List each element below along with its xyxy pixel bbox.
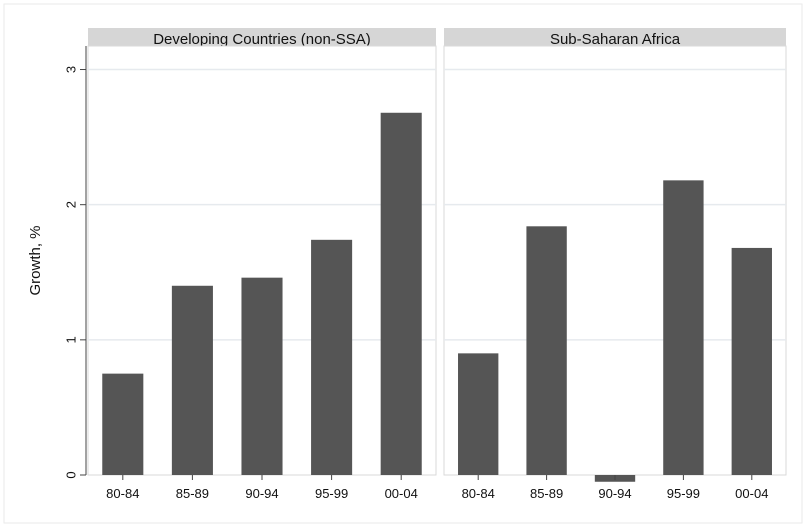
y-axis: 0 1 2 3 Growth, % — [27, 46, 87, 479]
x-tick-label-2-80-84: 80-84 — [462, 486, 495, 501]
bar-panel2-80-84 — [458, 353, 499, 475]
panel-strip-1 — [88, 28, 436, 50]
x-tick-label-1-80-84: 80-84 — [106, 486, 139, 501]
panel-strip-2 — [444, 28, 786, 50]
bar-panel1-85-89 — [171, 285, 213, 475]
panels-layer: Developing Countries (non-SSA) 80-84 85-89… — [3, 3, 803, 524]
y-tick-label-2: 2 — [63, 201, 78, 208]
x-tick-label-2-90-94: 90-94 — [598, 486, 631, 501]
bar-panel2-00-04 — [731, 247, 772, 475]
y-tick-label-0: 0 — [63, 471, 78, 478]
x-tick-label-2-85-89: 85-89 — [530, 486, 563, 501]
bar-panel2-95-99 — [663, 180, 704, 475]
y-axis-label: Growth, % — [27, 225, 44, 295]
panel-plot-area-2 — [443, 45, 787, 476]
panel-title-1: Developing Countries (non-SSA) — [153, 31, 371, 48]
x-tick-label-2-00-04: 00-04 — [735, 486, 768, 501]
bar-panel1-90-94 — [241, 277, 283, 475]
x-tick-label-1-00-04: 00-04 — [385, 486, 418, 501]
x-tick-label-1-90-94: 90-94 — [245, 486, 278, 501]
chart-frame — [3, 3, 803, 524]
x-tick-label-1-85-89: 85-89 — [176, 486, 209, 501]
y-tick-label-1: 1 — [63, 336, 78, 343]
bar-panel2-85-89 — [526, 226, 567, 475]
bar-panel1-95-99 — [311, 239, 353, 475]
bar-panel1-00-04 — [380, 112, 422, 476]
bar-panel1-80-84 — [102, 373, 144, 475]
x-tick-label-2-95-99: 95-99 — [667, 486, 700, 501]
panel-title-2: Sub-Saharan Africa — [550, 31, 681, 48]
x-tick-label-1-95-99: 95-99 — [315, 486, 348, 501]
y-tick-label-3: 3 — [63, 66, 78, 73]
